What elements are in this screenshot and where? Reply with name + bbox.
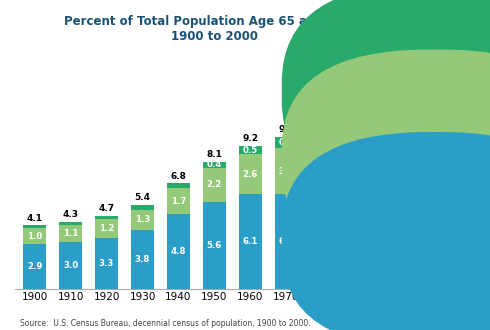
Text: 4.8: 4.8 bbox=[171, 247, 186, 256]
Text: 3.8: 3.8 bbox=[135, 255, 150, 264]
Text: 4.1: 4.1 bbox=[27, 214, 43, 222]
Text: 1.0: 1.0 bbox=[315, 117, 330, 126]
Text: 3.0: 3.0 bbox=[63, 261, 78, 270]
Bar bbox=[167, 214, 190, 289]
Bar bbox=[382, 120, 406, 188]
Text: 65-74: 65-74 bbox=[443, 235, 472, 245]
Text: 2.2: 2.2 bbox=[207, 181, 222, 189]
Text: 1.1: 1.1 bbox=[63, 229, 78, 238]
Title: Percent of Total Population Age 65 and Over:
1900 to 2000: Percent of Total Population Age 65 and O… bbox=[64, 15, 365, 43]
Text: 5.4: 5.4 bbox=[135, 193, 150, 202]
Text: 4.7: 4.7 bbox=[98, 204, 115, 213]
Bar bbox=[382, 188, 406, 289]
Text: 1.2: 1.2 bbox=[99, 224, 114, 233]
Text: Source:  U.S. Census Bureau, decennial census of population, 1900 to 2000.: Source: U.S. Census Bureau, decennial ce… bbox=[20, 319, 310, 328]
Text: 1.0: 1.0 bbox=[27, 232, 42, 241]
Text: 6.5: 6.5 bbox=[387, 234, 402, 243]
Bar bbox=[274, 137, 298, 148]
Bar bbox=[346, 114, 370, 176]
Text: 1.3: 1.3 bbox=[135, 215, 150, 224]
Text: 11.3: 11.3 bbox=[311, 102, 333, 111]
Text: 9.2: 9.2 bbox=[242, 134, 258, 143]
Bar bbox=[95, 219, 118, 238]
Text: 3.4: 3.4 bbox=[315, 151, 330, 160]
Text: 4.4: 4.4 bbox=[386, 149, 402, 158]
Text: 9.9: 9.9 bbox=[278, 125, 294, 134]
Bar bbox=[311, 182, 334, 289]
Bar bbox=[95, 216, 118, 219]
Text: 12.4: 12.4 bbox=[383, 85, 405, 94]
Bar bbox=[59, 222, 82, 225]
Bar bbox=[239, 194, 262, 289]
Bar bbox=[203, 202, 226, 289]
Text: 0.5: 0.5 bbox=[243, 146, 258, 154]
Text: 3.3: 3.3 bbox=[99, 259, 114, 268]
Bar bbox=[311, 129, 334, 182]
Bar bbox=[274, 194, 298, 289]
Bar bbox=[131, 210, 154, 230]
Bar bbox=[311, 114, 334, 129]
Text: 0.7: 0.7 bbox=[278, 138, 294, 147]
Bar bbox=[346, 95, 370, 114]
Bar bbox=[203, 162, 226, 168]
Bar bbox=[239, 154, 262, 194]
Text: 7.3: 7.3 bbox=[350, 228, 366, 237]
Bar bbox=[239, 146, 262, 154]
Bar bbox=[203, 168, 226, 202]
Text: 5.6: 5.6 bbox=[207, 241, 222, 250]
Bar bbox=[23, 225, 47, 228]
Text: 2.6: 2.6 bbox=[243, 170, 258, 179]
Text: 6.8: 6.8 bbox=[171, 172, 186, 181]
Text: 0.4: 0.4 bbox=[207, 160, 222, 169]
Text: 1.7: 1.7 bbox=[171, 197, 186, 206]
Text: 1.5: 1.5 bbox=[387, 104, 402, 113]
Bar bbox=[59, 243, 82, 289]
Text: 3.0: 3.0 bbox=[279, 167, 294, 176]
Text: 8.1: 8.1 bbox=[206, 150, 222, 159]
Text: 12.6: 12.6 bbox=[347, 83, 369, 92]
Text: 4.0: 4.0 bbox=[350, 140, 366, 149]
Text: 85+: 85+ bbox=[443, 87, 464, 97]
Text: 75-84: 75-84 bbox=[443, 153, 472, 163]
Text: 6.1: 6.1 bbox=[278, 237, 294, 246]
Bar bbox=[167, 183, 190, 188]
Bar bbox=[95, 238, 118, 289]
Bar bbox=[382, 96, 406, 120]
Bar bbox=[59, 225, 82, 243]
Text: 4.3: 4.3 bbox=[63, 211, 79, 219]
Bar bbox=[131, 230, 154, 289]
Bar bbox=[23, 228, 47, 244]
Bar bbox=[131, 205, 154, 210]
Bar bbox=[274, 148, 298, 194]
Text: 6.1: 6.1 bbox=[243, 237, 258, 246]
Bar bbox=[23, 244, 47, 289]
Text: 2.9: 2.9 bbox=[27, 262, 43, 271]
Bar bbox=[167, 188, 190, 215]
Bar bbox=[346, 176, 370, 289]
Text: 6.9: 6.9 bbox=[315, 231, 330, 240]
Text: 1.2: 1.2 bbox=[350, 100, 366, 109]
